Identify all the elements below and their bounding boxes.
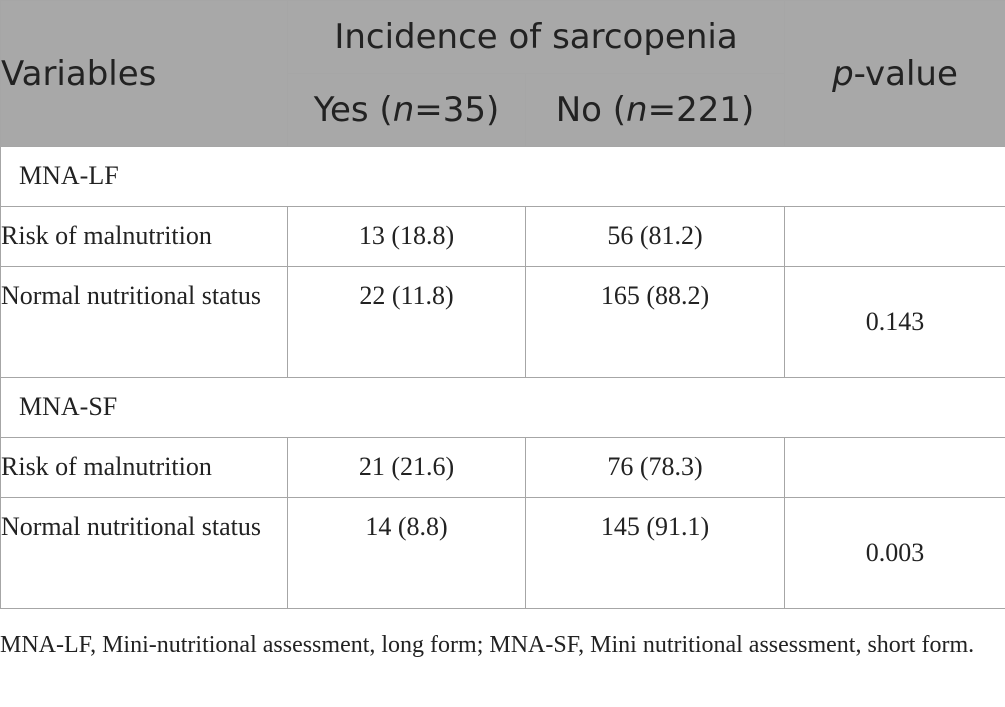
p-suffix: -value [853, 53, 958, 94]
section-label: MNA-SF [0, 377, 1005, 438]
section-row: MNA-LF [0, 146, 1005, 207]
no-cell: 165 (88.2) [525, 266, 785, 378]
no-suffix: =221) [647, 90, 755, 130]
table-row: Risk of malnutrition 13 (18.8) 56 (81.2) [0, 206, 1005, 267]
section-row: MNA-SF [0, 377, 1005, 438]
table-row: Normal nutritional status 22 (11.8) 165 … [0, 266, 1005, 378]
p-value-cell: 0.003 [784, 497, 1005, 609]
table-footnote: MNA-LF, Mini-nutritional assessment, lon… [0, 632, 975, 658]
table-row: Risk of malnutrition 21 (21.6) 76 (78.3) [0, 437, 1005, 498]
yes-n: n [392, 90, 415, 130]
empty-p-cell [784, 206, 1005, 267]
variables-header: Variables [0, 0, 288, 147]
yes-column-header: Yes (n=35) [287, 73, 526, 147]
yes-cell: 22 (11.8) [287, 266, 526, 378]
empty-p-cell [784, 437, 1005, 498]
p-italic: p [832, 53, 854, 94]
row-label: Normal nutritional status [0, 497, 288, 609]
no-cell: 56 (81.2) [525, 206, 785, 267]
results-table: Variables Incidence of sarcopenia p-valu… [0, 0, 1005, 609]
p-value-cell: 0.143 [784, 266, 1005, 378]
yes-cell: 13 (18.8) [287, 206, 526, 267]
no-prefix: No ( [555, 90, 627, 130]
p-value-header: p-value [784, 0, 1005, 147]
no-cell: 145 (91.1) [525, 497, 785, 609]
no-column-header: No (n=221) [525, 73, 785, 147]
yes-prefix: Yes ( [313, 90, 393, 130]
sarcopenia-group-header: Incidence of sarcopenia [287, 0, 785, 74]
yes-suffix: =35) [414, 90, 500, 130]
table-header: Variables Incidence of sarcopenia p-valu… [0, 0, 1005, 147]
row-label: Normal nutritional status [0, 266, 288, 378]
yes-cell: 21 (21.6) [287, 437, 526, 498]
table-body: MNA-LF Risk of malnutrition 13 (18.8) 56… [0, 146, 1005, 609]
no-cell: 76 (78.3) [525, 437, 785, 498]
row-label: Risk of malnutrition [0, 206, 288, 267]
table-row: Normal nutritional status 14 (8.8) 145 (… [0, 497, 1005, 609]
row-label: Risk of malnutrition [0, 437, 288, 498]
section-label: MNA-LF [0, 146, 1005, 207]
yes-cell: 14 (8.8) [287, 497, 526, 609]
no-n: n [626, 90, 648, 130]
